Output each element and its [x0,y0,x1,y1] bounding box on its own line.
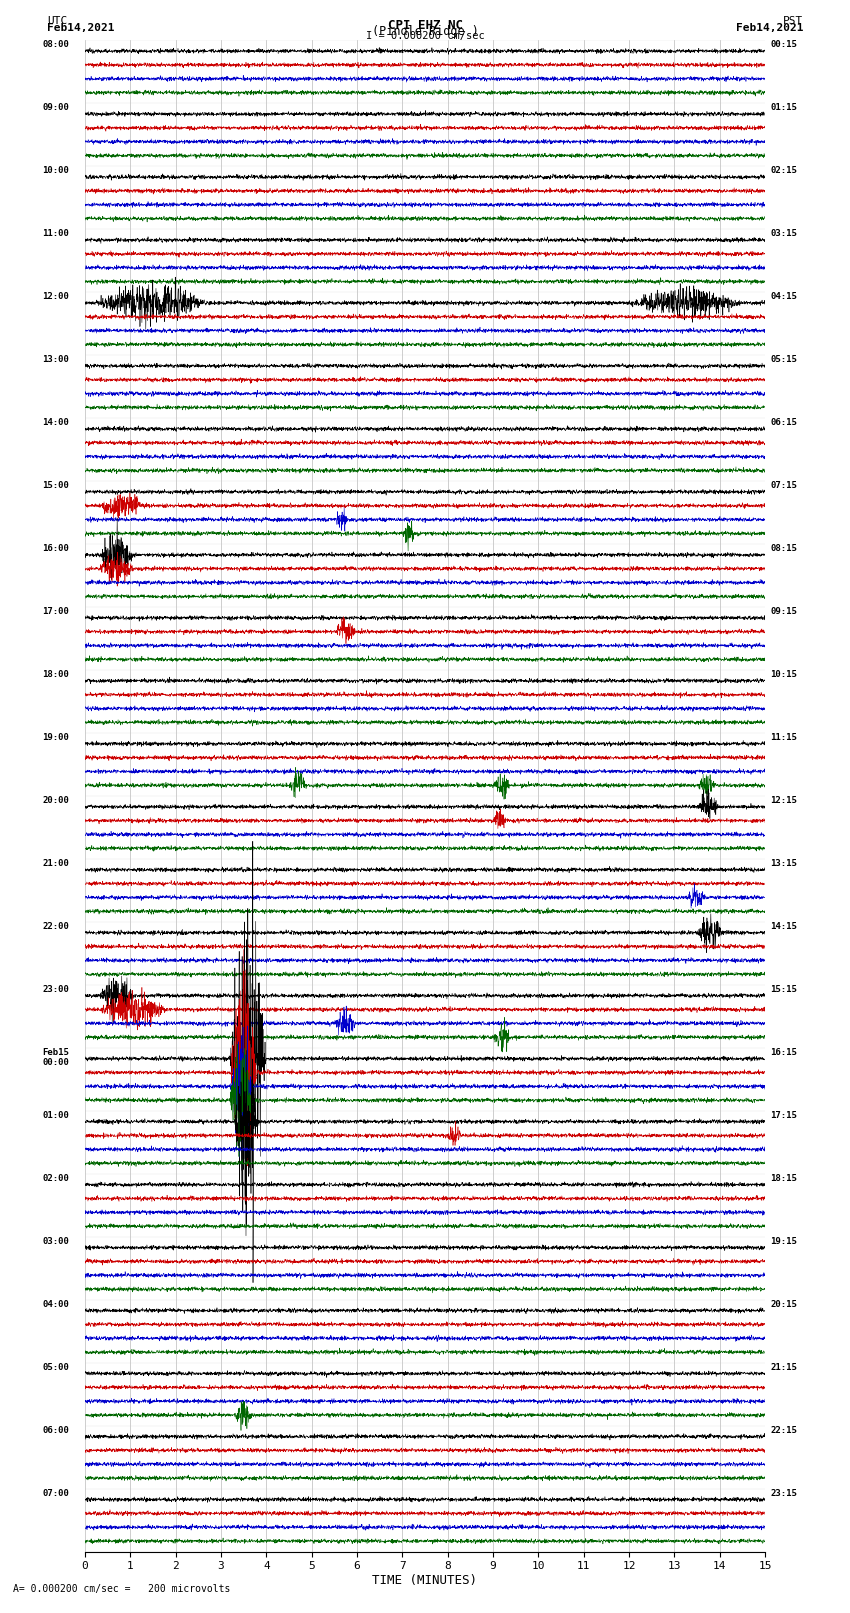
Text: 18:00: 18:00 [42,669,69,679]
Text: 17:15: 17:15 [770,1111,797,1119]
Text: Feb14,2021: Feb14,2021 [736,23,803,32]
Text: 07:15: 07:15 [770,481,797,490]
Text: 00:15: 00:15 [770,40,797,50]
Text: 12:15: 12:15 [770,797,797,805]
Text: 02:15: 02:15 [770,166,797,176]
Text: 18:15: 18:15 [770,1174,797,1182]
Text: 11:00: 11:00 [42,229,69,239]
Text: 06:15: 06:15 [770,418,797,427]
Text: 09:15: 09:15 [770,606,797,616]
Text: 22:00: 22:00 [42,923,69,931]
Text: (Pinole Ridge ): (Pinole Ridge ) [371,24,479,39]
Text: 19:15: 19:15 [770,1237,797,1245]
Text: PST: PST [783,16,803,26]
Text: 16:00: 16:00 [42,544,69,553]
Text: 04:15: 04:15 [770,292,797,302]
Text: 08:00: 08:00 [42,40,69,50]
Text: 14:15: 14:15 [770,923,797,931]
Text: Feb14,2021: Feb14,2021 [47,23,114,32]
Text: 15:15: 15:15 [770,986,797,994]
Text: 20:15: 20:15 [770,1300,797,1308]
Text: UTC: UTC [47,16,67,26]
Text: 09:00: 09:00 [42,103,69,113]
Text: 20:00: 20:00 [42,797,69,805]
Text: 02:00: 02:00 [42,1174,69,1182]
Text: A= 0.000200 cm/sec =   200 microvolts: A= 0.000200 cm/sec = 200 microvolts [13,1584,230,1594]
Text: 10:00: 10:00 [42,166,69,176]
Text: 06:00: 06:00 [42,1426,69,1434]
Text: 12:00: 12:00 [42,292,69,302]
Text: 10:15: 10:15 [770,669,797,679]
Text: 16:15: 16:15 [770,1048,797,1057]
Text: 21:15: 21:15 [770,1363,797,1371]
Text: 08:15: 08:15 [770,544,797,553]
X-axis label: TIME (MINUTES): TIME (MINUTES) [372,1574,478,1587]
Text: 04:00: 04:00 [42,1300,69,1308]
Text: 14:00: 14:00 [42,418,69,427]
Text: I = 0.000200 cm/sec: I = 0.000200 cm/sec [366,31,484,42]
Text: 21:00: 21:00 [42,860,69,868]
Text: 13:00: 13:00 [42,355,69,365]
Text: 01:00: 01:00 [42,1111,69,1119]
Text: 11:15: 11:15 [770,732,797,742]
Text: 17:00: 17:00 [42,606,69,616]
Text: 15:00: 15:00 [42,481,69,490]
Text: 05:00: 05:00 [42,1363,69,1371]
Text: 22:15: 22:15 [770,1426,797,1434]
Text: CPI EHZ NC: CPI EHZ NC [388,18,462,32]
Text: 03:15: 03:15 [770,229,797,239]
Text: 19:00: 19:00 [42,732,69,742]
Text: 23:00: 23:00 [42,986,69,994]
Text: 13:15: 13:15 [770,860,797,868]
Text: 01:15: 01:15 [770,103,797,113]
Text: Feb15
00:00: Feb15 00:00 [42,1048,69,1068]
Text: 03:00: 03:00 [42,1237,69,1245]
Text: 23:15: 23:15 [770,1489,797,1498]
Text: 05:15: 05:15 [770,355,797,365]
Text: 07:00: 07:00 [42,1489,69,1498]
